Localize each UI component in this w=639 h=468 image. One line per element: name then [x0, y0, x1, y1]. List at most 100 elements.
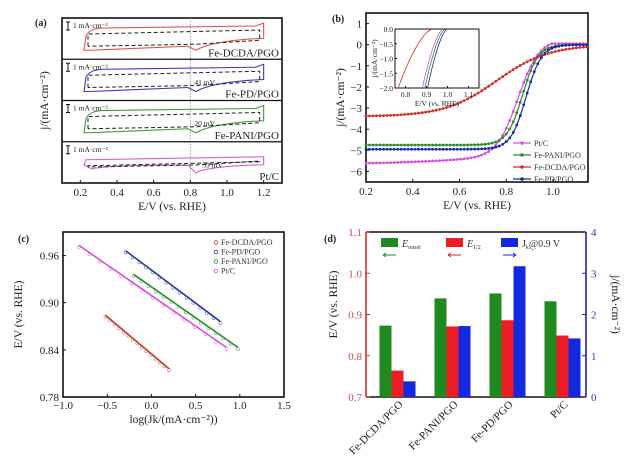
x-tick-label: 1.0 — [546, 186, 560, 198]
data-point — [224, 347, 229, 351]
data-point — [406, 143, 410, 147]
data-point — [135, 341, 140, 346]
data-point — [448, 143, 452, 147]
data-point — [459, 143, 463, 147]
data-point — [396, 143, 399, 147]
data-point — [427, 110, 431, 113]
data-point — [424, 143, 427, 147]
series-fe-pani-pgo — [131, 273, 240, 351]
data-point — [469, 147, 473, 151]
data-point — [497, 77, 501, 81]
y-tick-label: 0.90 — [40, 298, 60, 310]
y-tick-label-left: 1.0 — [348, 268, 362, 280]
x-tick-label: 0.2 — [73, 187, 87, 199]
panel-d: (d) 0.7 0.8 0.9 1.0 1.1 0 1 2 3 4 E/V (vs. RHE) j/(m… — [324, 227, 621, 457]
legend-label: Fe-DCDA/PGO — [534, 163, 586, 172]
data-point — [221, 336, 225, 341]
subpanel-name: Fe-PD/PGO — [225, 89, 279, 101]
data-point — [375, 147, 378, 151]
data-point — [413, 147, 417, 151]
legend-marker — [520, 153, 524, 157]
data-point — [525, 72, 529, 76]
data-point — [574, 46, 578, 50]
x-tick-label: 0.2 — [359, 186, 373, 198]
data-point — [473, 147, 477, 151]
data-point — [560, 44, 564, 48]
data-point — [184, 310, 188, 315]
bar-e-1-2 — [556, 335, 569, 397]
data-point — [452, 143, 456, 147]
data-point — [441, 147, 445, 151]
data-point — [497, 144, 501, 148]
data-point — [434, 108, 438, 112]
data-point — [455, 102, 459, 106]
data-point — [466, 147, 470, 151]
legend-marker — [213, 240, 219, 245]
data-point — [406, 147, 410, 151]
x-tick-label: 1.2 — [257, 187, 271, 199]
data-point — [167, 368, 171, 373]
data-point — [585, 45, 589, 49]
data-point — [480, 89, 484, 93]
bar-e-onset — [489, 293, 502, 397]
x-tick-label: 0.0 — [145, 400, 159, 412]
data-point — [490, 82, 494, 86]
data-point — [466, 143, 470, 147]
x-tick-label: 1.0 — [233, 400, 247, 412]
data-point — [431, 143, 434, 147]
x-tick-label: 1.5 — [277, 400, 291, 412]
data-point — [213, 331, 218, 336]
data-point — [441, 143, 445, 147]
data-point — [441, 159, 445, 162]
data-point — [392, 161, 396, 164]
inset-y-tick-label: 0.0 — [384, 25, 394, 34]
data-point — [119, 274, 123, 278]
data-point — [494, 140, 498, 144]
data-point — [427, 143, 431, 147]
data-point — [462, 147, 466, 151]
data-point — [117, 326, 121, 331]
cv-curve-dashed — [87, 111, 261, 130]
data-point — [504, 140, 508, 144]
data-point — [218, 321, 223, 325]
data-point — [198, 306, 202, 310]
data-point — [473, 155, 477, 159]
data-point — [476, 154, 480, 158]
data-point — [515, 100, 519, 104]
data-point — [158, 360, 162, 365]
inset-y-tick-label: −0.5 — [379, 40, 393, 49]
data-point — [455, 147, 459, 151]
data-point — [571, 43, 575, 47]
panel-label-d: (d) — [324, 234, 336, 245]
data-point — [108, 318, 112, 323]
data-point — [466, 156, 470, 160]
data-point — [420, 147, 424, 151]
data-point — [406, 160, 410, 164]
legend-swatch — [501, 238, 518, 247]
data-point — [396, 147, 399, 151]
subpanel-pt-c: 1 mA·cm⁻² 39 mV Pt/C — [66, 145, 279, 183]
data-point — [364, 114, 368, 118]
data-point — [564, 48, 568, 51]
data-point — [525, 78, 529, 82]
data-point — [504, 72, 508, 76]
data-point — [378, 114, 382, 118]
category-label: Pt/C — [548, 399, 570, 421]
data-point — [567, 47, 571, 51]
data-point — [368, 161, 371, 165]
inset-x-tick-label: 0.9 — [422, 90, 432, 99]
data-point — [522, 89, 526, 93]
data-point — [539, 56, 543, 60]
data-point — [139, 279, 143, 283]
data-point — [539, 49, 543, 53]
y-tick-label-right: 1 — [591, 351, 597, 363]
y-tick-label: −4 — [350, 124, 362, 136]
inset: 0.8 0.9 1.0 1.1 0.0 −0.5 −1.0 −1.5 −2.0 E/V (vs. … — [370, 25, 480, 108]
bar-jk-0-9-v — [568, 338, 581, 397]
legend: Pt/C Fe-PANI/PGO Fe-DCDA/PGO Fe-PD/PGO — [513, 139, 586, 184]
data-point — [557, 49, 561, 53]
data-point — [581, 43, 585, 47]
data-point — [385, 147, 389, 151]
data-point — [483, 142, 487, 146]
